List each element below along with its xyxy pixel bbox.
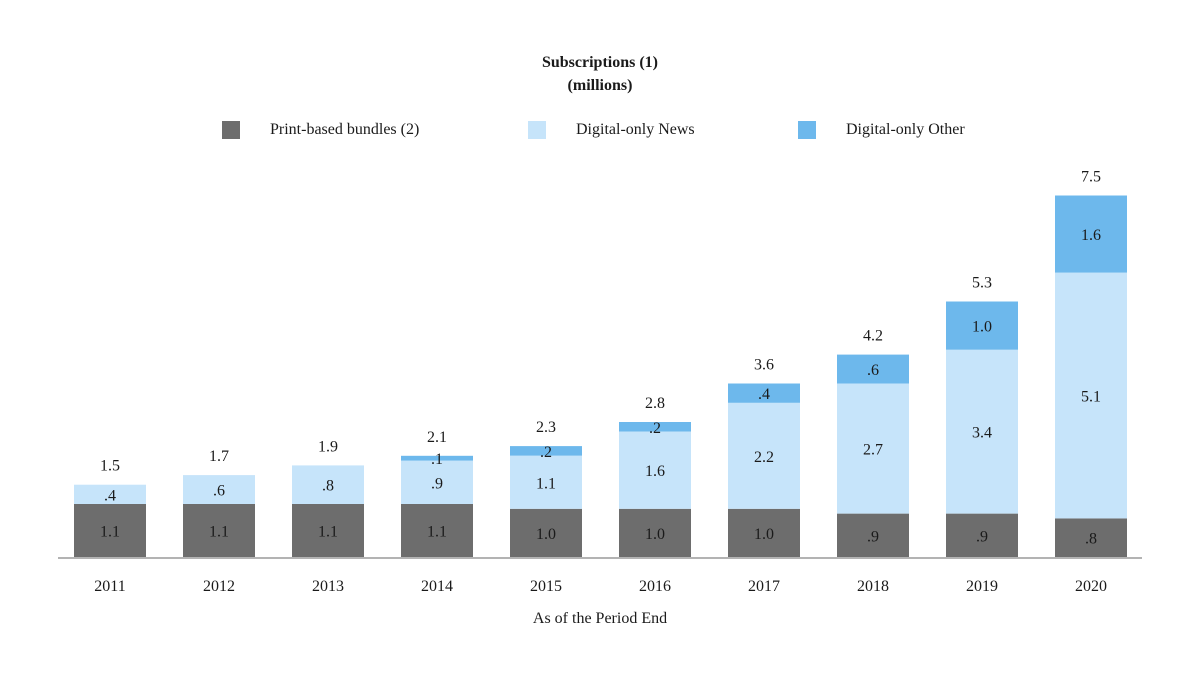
bar-segment-2018-s1 (837, 383, 909, 514)
legend-swatch-digital-other (798, 121, 816, 139)
legend-label-digital-other: Digital-only Other (846, 121, 965, 138)
bar-segment-2016-s2 (619, 422, 691, 432)
legend-item-digital-other: Digital-only Other (798, 119, 965, 141)
x-tick-label-2019: 2019 (966, 578, 998, 595)
bar-segment-2014-s1 (401, 460, 473, 504)
total-label-2011: 1.5 (100, 458, 120, 475)
x-tick-label-2015: 2015 (530, 578, 562, 595)
total-label-2019: 5.3 (972, 275, 992, 292)
bar-segment-2012-s0 (183, 504, 255, 557)
segment-label-2019-s1: 3.4 (972, 425, 992, 442)
segment-label-2019-s2: 1.0 (972, 319, 992, 336)
bar-segment-2015-s0 (510, 508, 582, 557)
legend-label-digital-news: Digital-only News (576, 121, 695, 138)
segment-labels-group: 1.1 .4 1.1 .6 1.1 .8 1.1 .9 .1 1.0 1.1 .2 1.0 1.6 .2 1.… (100, 227, 1101, 548)
x-tick-label-2017: 2017 (748, 578, 780, 595)
legend-label-print-bundles: Print-based bundles (2) (270, 121, 420, 138)
x-tick-label-2016: 2016 (639, 578, 671, 595)
bar-segment-2017-s1 (728, 402, 800, 509)
bar-segment-2015-s1 (510, 455, 582, 509)
segment-label-2017-s1: 2.2 (754, 449, 774, 466)
legend-item-print-bundles: Print-based bundles (2) (222, 119, 419, 141)
segment-label-2020-s2: 1.6 (1081, 227, 1101, 244)
bar-segment-2020-s0 (1055, 518, 1127, 557)
bar-segment-2016-s1 (619, 431, 691, 509)
bar-segment-2020-s1 (1055, 272, 1127, 519)
bar-segment-2014-s0 (401, 504, 473, 557)
bar-segment-2011-s1 (74, 484, 146, 504)
x-tick-label-2012: 2012 (203, 578, 235, 595)
bar-segment-2016-s0 (619, 508, 691, 557)
segment-label-2018-s0: .9 (867, 528, 879, 545)
legend-swatch-digital-news (528, 121, 546, 139)
total-label-2012: 1.7 (209, 448, 229, 465)
total-label-2015: 2.3 (536, 419, 556, 436)
x-tick-label-2020: 2020 (1075, 578, 1107, 595)
bar-segment-2018-s0 (837, 513, 909, 557)
segment-label-2020-s1: 5.1 (1081, 389, 1101, 406)
total-label-2014: 2.1 (427, 429, 447, 446)
segment-label-2015-s2: .2 (540, 444, 552, 461)
bars-group (74, 195, 1127, 557)
segment-label-2017-s0: 1.0 (754, 526, 774, 543)
bar-segment-2011-s0 (74, 504, 146, 557)
legend-swatch-print-bundles (222, 121, 240, 139)
bar-segment-2014-s2 (401, 455, 473, 461)
bar-segment-2017-s2 (728, 383, 800, 403)
x-tick-label-2011: 2011 (94, 578, 125, 595)
x-tick-label-2013: 2013 (312, 578, 344, 595)
segment-label-2016-s2: .2 (649, 420, 661, 437)
segment-label-2019-s0: .9 (976, 528, 988, 545)
segment-label-2014-s1: .9 (431, 475, 443, 492)
chart-subtitle: (millions) (567, 77, 633, 94)
segment-label-2018-s1: 2.7 (863, 442, 883, 459)
bar-segment-2018-s2 (837, 354, 909, 384)
bar-segment-2019-s2 (946, 301, 1018, 350)
bar-segment-2012-s1 (183, 475, 255, 504)
total-labels-group: 1.5 1.7 1.9 2.1 2.3 2.8 3.6 4.2 5.3 7.5 (100, 169, 1101, 475)
segment-label-2016-s0: 1.0 (645, 526, 665, 543)
segment-label-2020-s0: .8 (1085, 531, 1097, 548)
legend-item-digital-news: Digital-only News (528, 119, 695, 141)
segment-label-2016-s1: 1.6 (645, 463, 665, 480)
total-label-2016: 2.8 (645, 395, 665, 412)
total-label-2017: 3.6 (754, 357, 774, 374)
bar-segment-2019-s0 (946, 513, 1018, 557)
segment-label-2015-s0: 1.0 (536, 526, 556, 543)
total-label-2013: 1.9 (318, 438, 338, 455)
bar-segment-2013-s1 (292, 465, 364, 504)
segment-label-2011-s0: 1.1 (100, 524, 120, 541)
bar-segment-2020-s2 (1055, 195, 1127, 273)
bar-segment-2013-s0 (292, 504, 364, 557)
segment-label-2013-s1: .8 (322, 478, 334, 495)
chart-title: Subscriptions (1) (541, 54, 659, 71)
segment-label-2012-s1: .6 (213, 483, 225, 500)
segment-label-2014-s0: 1.1 (427, 524, 447, 541)
x-tick-label-2014: 2014 (421, 578, 453, 595)
segment-label-2011-s1: .4 (104, 487, 116, 504)
segment-label-2015-s1: 1.1 (536, 475, 556, 492)
bar-segment-2017-s0 (728, 508, 800, 557)
x-tick-labels-group: 2011 2012 2013 2014 2015 2016 2017 2018 2019 2020 (94, 578, 1107, 595)
x-axis-label: As of the Period End (533, 610, 667, 627)
segment-label-2017-s2: .4 (758, 386, 770, 403)
segment-label-2013-s0: 1.1 (318, 524, 338, 541)
segment-label-2012-s0: 1.1 (209, 524, 229, 541)
segment-label-2018-s2: .6 (867, 362, 879, 379)
total-label-2018: 4.2 (863, 328, 883, 345)
total-label-2020: 7.5 (1081, 169, 1101, 186)
x-tick-label-2018: 2018 (857, 578, 889, 595)
bar-segment-2019-s1 (946, 349, 1018, 514)
segment-label-2014-s2: .1 (431, 451, 443, 468)
bar-segment-2015-s2 (510, 446, 582, 456)
